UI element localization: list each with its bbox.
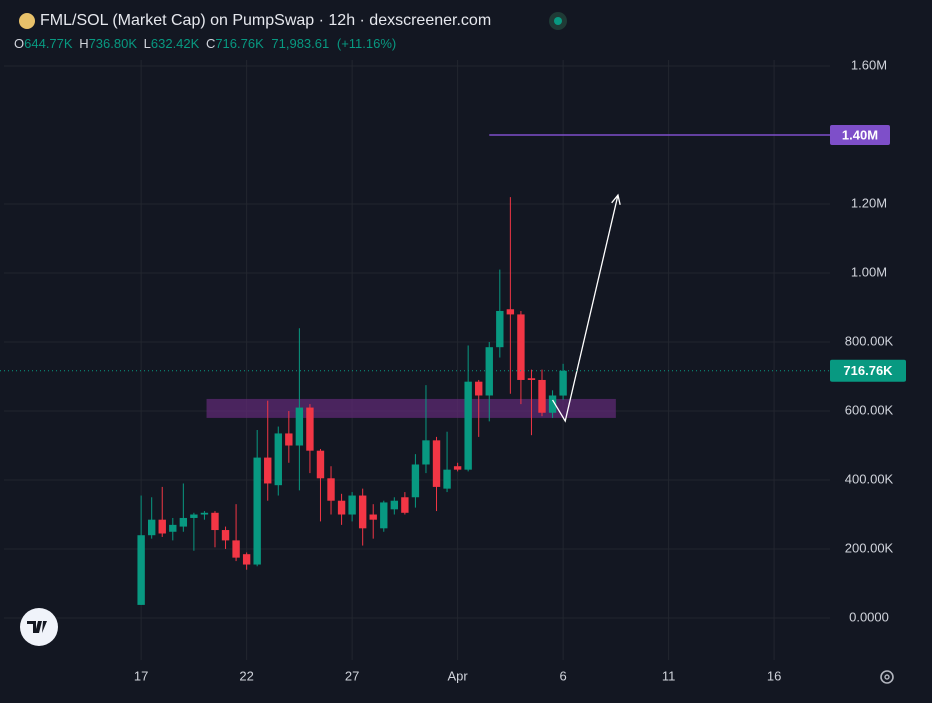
candle-body <box>274 433 282 486</box>
arrow <box>551 194 619 423</box>
open-value: 644.77K <box>24 36 73 51</box>
close-key: C <box>206 36 215 51</box>
x-tick-label: Apr <box>447 668 468 683</box>
candle-body <box>169 524 177 532</box>
settings-icon-core[interactable] <box>884 674 890 680</box>
chart-title: FML/SOL (Market Cap) on PumpSwap · 12h ·… <box>40 12 491 29</box>
candle-body <box>527 378 536 380</box>
candle-body <box>137 535 145 605</box>
token-icon <box>19 13 35 29</box>
candle-body <box>147 519 156 536</box>
status-dot <box>554 17 562 25</box>
candle-body <box>464 381 472 470</box>
candle-body <box>432 440 441 487</box>
candle-body <box>485 347 493 396</box>
candle-body <box>242 554 251 565</box>
candle-body <box>369 514 377 520</box>
x-tick-label: 11 <box>662 668 676 683</box>
candle-body <box>316 450 325 479</box>
candle-body <box>506 309 515 315</box>
plot: 0.0000 200.00K 400.00K 600.00K 800.00K 1.00M 1… <box>0 57 906 683</box>
arrow-head <box>611 193 621 205</box>
high-key: H <box>79 36 88 51</box>
candle-body <box>358 495 367 529</box>
y-tick-label: 1.60M <box>851 57 887 72</box>
candle-body <box>453 466 462 470</box>
change-pct: (+11.16%) <box>337 36 396 51</box>
candle-body <box>337 500 346 515</box>
last-price-bg <box>830 359 906 382</box>
candle-body <box>179 517 188 527</box>
candle-body <box>422 440 430 465</box>
y-tick-label: 0.0000 <box>849 609 889 624</box>
candle-body <box>475 381 483 396</box>
candle-body <box>285 433 293 446</box>
candle-body <box>348 495 356 515</box>
candle-body <box>253 457 261 565</box>
y-tick-label: 400.00K <box>845 471 894 486</box>
y-tick-label: 200.00K <box>845 540 894 555</box>
level-label-bg <box>830 125 890 146</box>
candle-body <box>306 407 314 451</box>
x-tick-label: 22 <box>239 668 253 683</box>
candle-body <box>443 469 451 489</box>
ohlc-legend: O644.77K H736.80K L632.42K C716.76K 71,9… <box>14 36 396 51</box>
last-price-label: 716.76K <box>843 363 893 378</box>
close-value: 716.76K <box>215 36 264 51</box>
candle-body <box>401 497 409 513</box>
candle-body <box>232 540 240 558</box>
candle-body <box>548 395 557 413</box>
candle-body <box>411 464 420 498</box>
candle-body <box>221 530 230 541</box>
candle-body <box>559 370 567 396</box>
change-value: 71,983.61 <box>271 36 329 51</box>
candle-body <box>211 512 219 531</box>
level-label: 1.40M <box>842 127 878 142</box>
tv-logo-mark <box>27 621 47 633</box>
low-key: L <box>144 36 151 51</box>
x-tick-label: 27 <box>345 668 359 683</box>
x-tick-label: 16 <box>767 668 781 683</box>
y-tick-label: 800.00K <box>845 333 894 348</box>
candle-body <box>264 457 272 484</box>
candle-body <box>380 502 388 529</box>
open-key: O <box>14 36 24 51</box>
x-tick-label: 17 <box>134 668 148 683</box>
candle-body <box>158 519 166 534</box>
candle-body <box>517 314 525 380</box>
candle-body <box>538 379 546 413</box>
y-tick-label: 600.00K <box>845 402 894 417</box>
candle-body <box>327 478 335 501</box>
settings-icon[interactable] <box>880 670 894 684</box>
y-tick-label: 1.20M <box>851 195 887 210</box>
candle-body <box>200 512 209 515</box>
high-value: 736.80K <box>89 36 138 51</box>
candle-body <box>390 500 399 510</box>
x-tick-label: 6 <box>559 668 566 683</box>
candle-body <box>295 407 304 446</box>
candle-body <box>190 514 198 518</box>
candle-body <box>496 310 504 348</box>
low-value: 632.42K <box>151 36 200 51</box>
y-tick-label: 1.00M <box>851 264 887 279</box>
